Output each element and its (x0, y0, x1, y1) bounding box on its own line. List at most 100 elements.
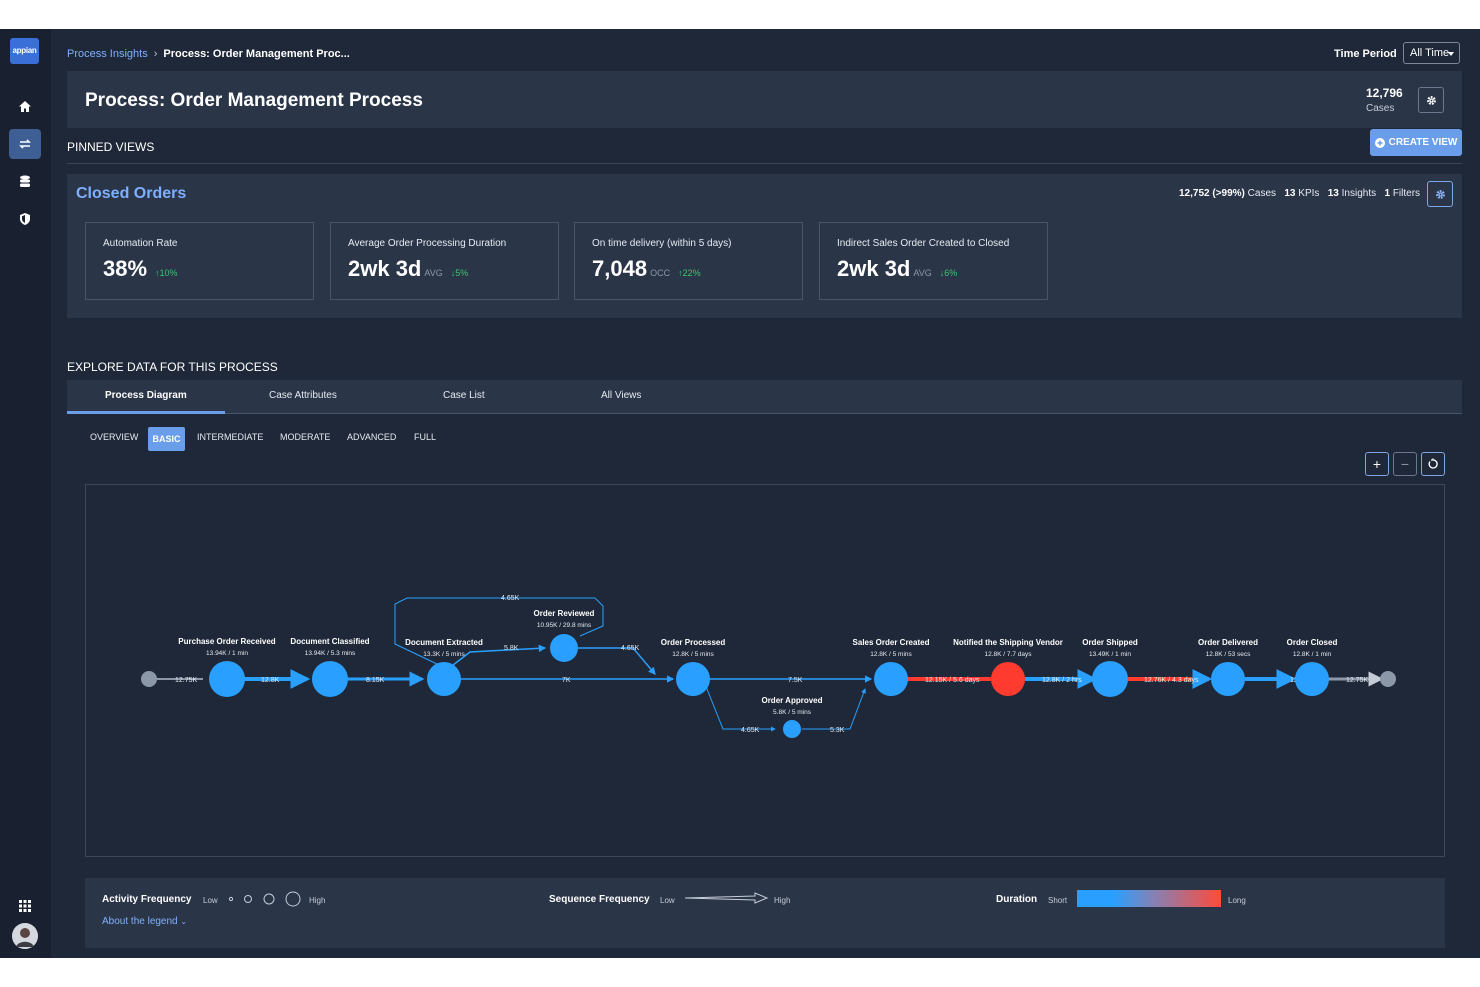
legend-activity-low: Low (203, 896, 218, 905)
activity-node[interactable]: Order Shipped 13.49K / 1 min (1082, 638, 1138, 697)
edge-label: 7.5K (788, 677, 803, 684)
svg-text:Sales Order Created: Sales Order Created (853, 638, 930, 647)
cases-label: Cases (1366, 103, 1395, 114)
activity-node[interactable]: Purchase Order Received 13.94K / 1 min (178, 637, 276, 697)
edge-label: 7K (562, 677, 571, 684)
svg-text:13.94K / 1 min: 13.94K / 1 min (206, 650, 248, 657)
start-node[interactable] (141, 671, 157, 687)
reset-view-button[interactable] (1421, 452, 1445, 476)
apps-grid-icon[interactable] (9, 891, 41, 921)
kpi-label: On time delivery (within 5 days) (592, 238, 732, 249)
edge-label: 4.65K (741, 727, 760, 734)
sidebar: appian (0, 29, 51, 958)
explore-tabs: Process Diagram Case Attributes Case Lis… (67, 380, 1462, 414)
svg-text:12.8K / 53 secs: 12.8K / 53 secs (1206, 651, 1252, 658)
edge-label: 12.76K / 4.3 days (1144, 677, 1199, 684)
view-title[interactable]: Closed Orders (76, 185, 187, 202)
shield-icon[interactable] (9, 204, 41, 234)
activity-node[interactable]: Order Approved 5.8K / 5 mins (761, 696, 823, 738)
svg-text:Order Closed: Order Closed (1287, 638, 1338, 647)
divider (67, 163, 1462, 164)
breadcrumb-link[interactable]: Process Insights (67, 48, 148, 60)
chevron-right-icon: › (153, 48, 158, 60)
svg-text:13.94K / 5.3 mins: 13.94K / 5.3 mins (305, 650, 356, 657)
level-basic[interactable]: BASIC (148, 427, 185, 451)
legend-sequence-title: Sequence Frequency (549, 894, 650, 905)
kpi-card[interactable]: Automation Rate 38% ↑10% (85, 222, 314, 300)
level-advanced[interactable]: ADVANCED (347, 432, 397, 442)
edge-label: 5.8K (504, 645, 519, 652)
gear-icon (1426, 95, 1436, 105)
level-full[interactable]: FULL (414, 432, 437, 442)
kpi-value: 38% ↑10% (103, 256, 178, 281)
process-icon[interactable] (9, 129, 41, 159)
zoom-in-button[interactable]: + (1365, 452, 1389, 476)
stat-cases: 12,752 (>99%) (1179, 188, 1245, 199)
kpi-change: ↑10% (155, 268, 178, 278)
about-legend-link[interactable]: About the legend ⌄ (102, 916, 188, 927)
edge-label: 12.75K (1346, 677, 1369, 684)
kpi-label: Indirect Sales Order Created to Closed (837, 238, 1010, 249)
legend-duration-title: Duration (996, 894, 1038, 905)
activity-node[interactable]: Notified the Shipping Vendor 12.8K / 7.7… (953, 638, 1063, 696)
activity-node[interactable]: Order Closed 12.8K / 1 min (1287, 638, 1338, 696)
kpi-change: ↓6% (939, 268, 958, 278)
activity-node[interactable]: Sales Order Created 12.8K / 5 mins (853, 638, 930, 696)
user-avatar[interactable] (12, 923, 38, 949)
edge-label: 4.65K (501, 595, 520, 602)
minus-icon: − (1400, 456, 1410, 472)
breadcrumb-current: Process: Order Management Proc... (163, 48, 350, 60)
edge-label: 4.65K (621, 645, 640, 652)
home-icon[interactable] (9, 91, 41, 121)
reset-icon (1428, 458, 1438, 469)
kpi-label: Average Order Processing Duration (348, 238, 507, 249)
active-tab-indicator (67, 411, 225, 414)
legend-activity-title: Activity Frequency (102, 894, 192, 905)
svg-text:Order Shipped: Order Shipped (1082, 638, 1138, 647)
zoom-out-button[interactable]: − (1393, 452, 1417, 476)
activity-node[interactable]: Order Processed 12.8K / 5 mins (661, 638, 726, 696)
level-moderate[interactable]: MODERATE (280, 432, 331, 442)
process-settings-button[interactable] (1418, 87, 1444, 113)
appian-logo[interactable]: appian (10, 38, 39, 64)
tab-process-diagram[interactable]: Process Diagram (105, 390, 187, 401)
level-intermediate[interactable]: INTERMEDIATE (197, 432, 264, 442)
diagram-edges (150, 597, 1384, 732)
activity-node[interactable]: Document Extracted 13.3K / 5 mins (405, 638, 483, 696)
view-stats: 12,752 (>99%) Cases 13 KPIs 13 Insights … (1179, 188, 1420, 199)
activity-node[interactable]: Order Delivered 12.8K / 53 secs (1198, 638, 1258, 696)
svg-text:5.8K / 5 mins: 5.8K / 5 mins (773, 709, 812, 716)
activity-node[interactable]: Document Classified 13.94K / 5.3 mins (290, 637, 370, 697)
kpi-unit: AVG (913, 268, 932, 278)
process-diagram[interactable]: 12.75K 12.8K 8.15K 4.65K 5.8K 4.65K 7K 7… (85, 484, 1445, 857)
stat-insights-label: Insights (1341, 188, 1377, 199)
tab-case-list[interactable]: Case List (443, 390, 485, 401)
database-icon[interactable] (9, 167, 41, 197)
edge-label: 12.8K / 2 hrs (1042, 677, 1082, 684)
kpi-change: ↓5% (450, 268, 469, 278)
view-settings-button[interactable] (1427, 181, 1453, 207)
svg-text:Purchase Order Received: Purchase Order Received (178, 637, 275, 646)
end-node[interactable] (1380, 671, 1396, 687)
tab-all-views[interactable]: All Views (601, 390, 642, 401)
svg-text:Order Delivered: Order Delivered (1198, 638, 1258, 647)
kpi-card[interactable]: On time delivery (within 5 days) 7,048 OC… (574, 222, 803, 300)
activity-size-scale-icon (228, 891, 301, 907)
kpi-unit: AVG (424, 268, 443, 278)
create-view-button[interactable]: CREATE VIEW (1370, 129, 1462, 156)
kpi-card[interactable]: Average Order Processing Duration 2wk 3d… (330, 222, 559, 300)
edge-label: 5.3K (830, 727, 845, 734)
chevron-down-icon: ⌄ (180, 917, 188, 926)
kpi-value: 7,048 OCC ↑22% (592, 256, 701, 281)
time-period-label: Time Period (1334, 48, 1397, 60)
kpi-card[interactable]: Indirect Sales Order Created to Closed 2… (819, 222, 1048, 300)
level-overview[interactable]: OVERVIEW (90, 432, 139, 442)
edge-labels: 12.75K 12.8K 8.15K 4.65K 5.8K 4.65K 7K 7… (175, 595, 1369, 734)
legend-sequence-high: High (774, 896, 791, 905)
activity-node[interactable]: Order Reviewed 10.95K / 29.8 mins (534, 609, 595, 662)
svg-text:Document Classified: Document Classified (290, 637, 369, 646)
tab-case-attributes[interactable]: Case Attributes (269, 390, 337, 401)
kpi-value: 2wk 3d AVG ↓5% (348, 256, 469, 281)
pinned-views-heading: PINNED VIEWS (67, 140, 155, 154)
time-period-select[interactable]: All Time (1403, 42, 1460, 64)
